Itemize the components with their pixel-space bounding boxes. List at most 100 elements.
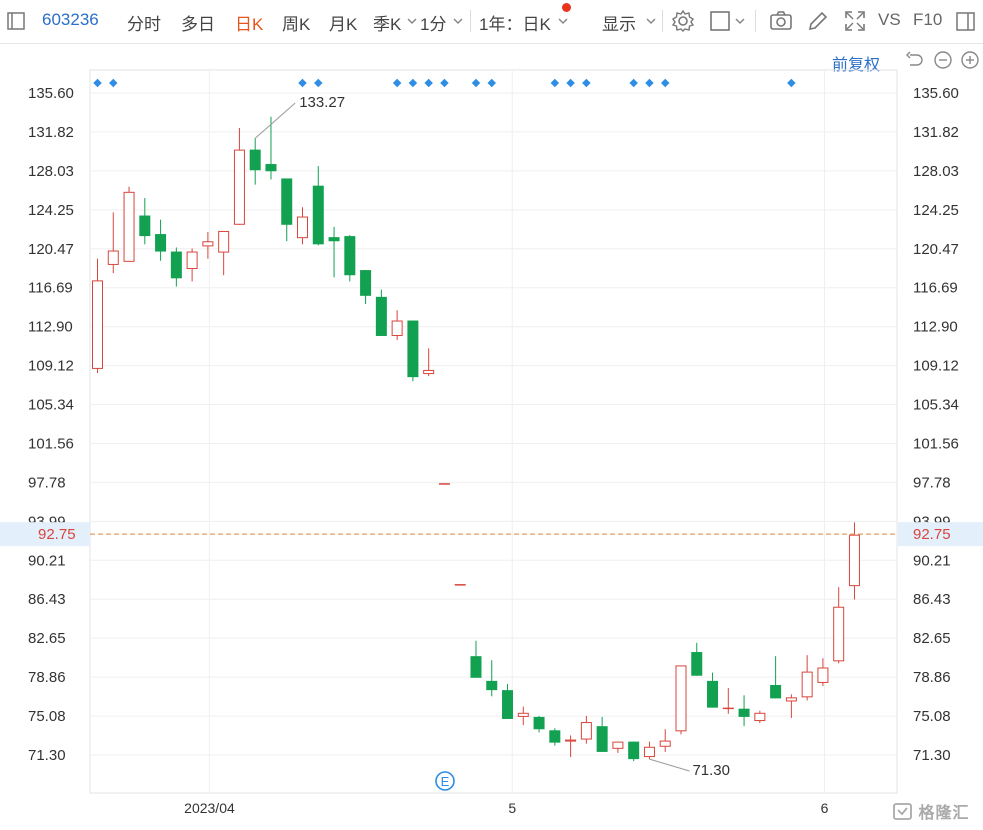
candle bbox=[249, 138, 261, 185]
candle bbox=[139, 198, 151, 245]
y-tick-label: 97.78 bbox=[913, 474, 951, 491]
candle bbox=[707, 672, 719, 708]
candle-body bbox=[265, 164, 277, 172]
chevron-down-icon[interactable] bbox=[557, 15, 569, 27]
candle bbox=[107, 212, 119, 274]
event-marker bbox=[787, 78, 796, 88]
y-tick-label: 131.82 bbox=[28, 124, 74, 141]
candle bbox=[344, 235, 356, 282]
y-tick-label: 131.82 bbox=[913, 124, 959, 141]
vs-button[interactable]: VS bbox=[878, 10, 901, 29]
candle bbox=[738, 695, 750, 727]
candle bbox=[265, 116, 277, 180]
tab-multi-day[interactable]: 多日 bbox=[181, 15, 215, 34]
candle-body bbox=[454, 584, 466, 586]
candle-body bbox=[186, 251, 198, 270]
tab-daily-k[interactable]: 日K bbox=[235, 15, 264, 34]
candle bbox=[170, 247, 182, 287]
candle bbox=[565, 735, 577, 758]
candle-body bbox=[92, 280, 103, 369]
y-tick-label: 128.03 bbox=[913, 163, 959, 180]
tab-monthly-k[interactable]: 月K bbox=[329, 15, 358, 34]
candle bbox=[328, 226, 340, 278]
candle-body bbox=[139, 215, 151, 237]
candle-body bbox=[123, 191, 135, 262]
candle-body bbox=[328, 237, 340, 242]
candle bbox=[486, 660, 498, 697]
event-marker bbox=[645, 78, 654, 88]
y-tick-label: 71.30 bbox=[28, 747, 66, 764]
zoom-in-icon[interactable] bbox=[960, 50, 980, 70]
max-leader-line bbox=[254, 102, 296, 139]
candle-body bbox=[391, 320, 403, 336]
chevron-down-icon[interactable] bbox=[734, 15, 746, 27]
candle bbox=[785, 694, 797, 718]
candle-body bbox=[565, 739, 577, 742]
y-tick-label: 135.60 bbox=[913, 85, 959, 102]
tab-weekly-k[interactable]: 周K bbox=[282, 15, 311, 34]
candle-body bbox=[486, 680, 498, 691]
range-selector[interactable]: 1年：日K bbox=[479, 15, 551, 34]
event-e-circle bbox=[435, 771, 455, 791]
candle-body bbox=[517, 712, 529, 717]
candle bbox=[423, 348, 435, 377]
f10-button[interactable]: F10 bbox=[913, 10, 943, 29]
event-marker bbox=[109, 78, 118, 88]
y-axis-right: 135.60 131.82 128.03 124.25 120.47 116.69 112.… bbox=[913, 85, 959, 764]
candle bbox=[391, 310, 403, 341]
candle-body bbox=[218, 230, 230, 253]
candle bbox=[281, 178, 293, 242]
display-menu[interactable]: 显示 bbox=[602, 15, 636, 34]
zoom-out-icon[interactable] bbox=[933, 50, 953, 70]
y-tick-label: 86.43 bbox=[28, 591, 66, 608]
candle bbox=[233, 128, 245, 225]
camera-icon[interactable] bbox=[769, 9, 793, 33]
y-axis-left: 135.60 131.82 128.03 124.25 120.47 116.69 112.… bbox=[28, 85, 74, 764]
event-marker bbox=[392, 78, 402, 88]
undo-icon[interactable] bbox=[904, 50, 924, 70]
chevron-down-icon[interactable] bbox=[406, 15, 418, 27]
panel-toggle-icon[interactable] bbox=[6, 11, 26, 31]
y-tick-label: 120.47 bbox=[913, 241, 959, 258]
candle-body bbox=[375, 296, 387, 336]
candle bbox=[596, 716, 608, 752]
candle-body bbox=[801, 671, 813, 698]
candle bbox=[817, 658, 829, 687]
tab-1min[interactable]: 1分 bbox=[420, 15, 447, 34]
watermark: 格隆汇 bbox=[893, 799, 969, 823]
candle bbox=[675, 665, 687, 735]
event-marker bbox=[582, 78, 591, 88]
candle bbox=[801, 655, 813, 701]
tab-quarterly-k[interactable]: 季K bbox=[373, 15, 402, 34]
candle-body bbox=[155, 234, 167, 252]
event-marker bbox=[440, 78, 449, 88]
candle bbox=[218, 230, 230, 276]
min-label: 71.30 bbox=[692, 762, 730, 779]
candle bbox=[659, 729, 671, 752]
candle bbox=[123, 186, 135, 262]
y-tick-label: 90.21 bbox=[28, 552, 66, 569]
chevron-down-icon[interactable] bbox=[645, 15, 657, 27]
candle bbox=[375, 289, 387, 336]
checkbox-icon[interactable] bbox=[709, 9, 733, 33]
divider bbox=[662, 10, 663, 32]
event-marker bbox=[487, 78, 496, 88]
current-price-label-left: 92.75 bbox=[38, 526, 76, 543]
candle bbox=[691, 642, 703, 676]
pen-icon[interactable] bbox=[806, 9, 830, 33]
candle bbox=[722, 688, 734, 714]
event-marker bbox=[550, 78, 560, 88]
annotations: 133.27 71.30 E bbox=[254, 94, 730, 791]
chevron-down-icon[interactable] bbox=[452, 15, 464, 27]
y-tick-label: 75.08 bbox=[913, 708, 951, 725]
layout-icon[interactable] bbox=[955, 11, 977, 33]
fullscreen-icon[interactable] bbox=[843, 9, 867, 33]
candle bbox=[454, 584, 466, 586]
current-price-line: 92.75 92.75 bbox=[0, 522, 983, 547]
tab-intraday[interactable]: 分时 bbox=[127, 15, 161, 34]
y-tick-label: 75.08 bbox=[28, 708, 66, 725]
gear-icon[interactable] bbox=[671, 9, 695, 33]
watermark-text: 格隆汇 bbox=[918, 805, 970, 822]
candle bbox=[470, 640, 482, 678]
candle bbox=[612, 741, 624, 753]
